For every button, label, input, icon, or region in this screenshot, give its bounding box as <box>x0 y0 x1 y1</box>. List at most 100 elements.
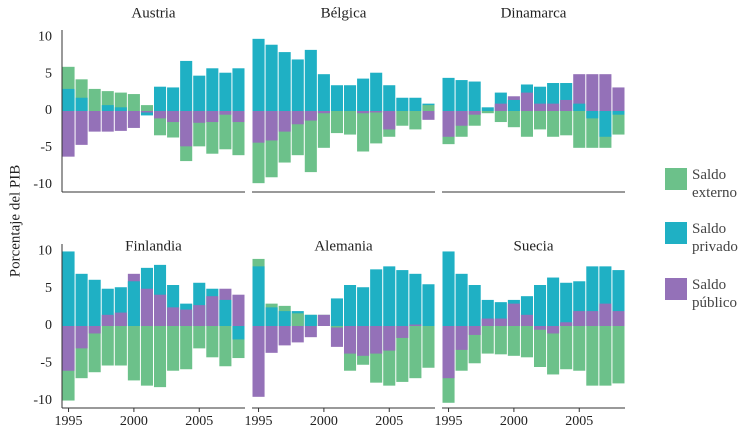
bar <box>127 326 140 381</box>
bar <box>232 326 245 340</box>
bar <box>265 307 278 326</box>
bar <box>599 74 612 111</box>
bar <box>357 111 370 152</box>
y-tick-label: 10 <box>38 244 52 259</box>
bar <box>193 111 206 123</box>
y-tick-label: 5 <box>45 66 52 81</box>
bar <box>481 318 494 326</box>
bar <box>573 311 586 326</box>
bar <box>193 75 206 111</box>
bar <box>252 38 265 111</box>
legend-swatch <box>665 222 687 244</box>
bar <box>140 326 153 386</box>
bar <box>481 111 494 114</box>
bar <box>317 74 330 111</box>
y-tick-label: 0 <box>45 318 52 333</box>
bar <box>304 111 317 173</box>
bar <box>219 326 232 367</box>
bar <box>520 92 533 111</box>
bar <box>75 111 88 145</box>
bar <box>422 284 435 326</box>
bar <box>330 298 343 326</box>
bar <box>612 111 625 135</box>
bar <box>612 111 625 115</box>
bar <box>560 326 573 370</box>
bar <box>507 111 520 128</box>
bar <box>383 111 396 130</box>
bar <box>586 311 599 326</box>
bar <box>154 111 167 119</box>
y-tick-label: -5 <box>40 140 52 155</box>
bar <box>180 60 193 111</box>
bar <box>127 111 140 128</box>
bar <box>278 326 291 346</box>
bar <box>232 294 245 326</box>
bar <box>304 49 317 111</box>
bar <box>317 314 330 326</box>
bar <box>304 111 317 121</box>
bar <box>370 72 383 111</box>
bar <box>265 44 278 111</box>
bar <box>167 307 180 326</box>
y-tick-label: 0 <box>45 103 52 118</box>
bar <box>560 99 573 111</box>
bar <box>507 99 520 111</box>
bar <box>534 326 547 367</box>
bar <box>586 74 599 111</box>
bar <box>127 281 140 326</box>
bar <box>468 81 481 111</box>
bar <box>88 326 101 334</box>
bar <box>101 111 114 132</box>
bar <box>344 285 357 326</box>
bar <box>534 103 547 111</box>
y-tick-label: 10 <box>38 30 52 45</box>
bar <box>180 326 193 370</box>
bar <box>612 311 625 326</box>
bar <box>180 111 193 147</box>
bar <box>88 326 101 373</box>
bar <box>62 251 75 326</box>
x-tick-label: 1995 <box>435 414 463 429</box>
bar <box>520 326 533 358</box>
bar <box>193 305 206 326</box>
bar <box>468 326 481 335</box>
bar <box>317 111 330 148</box>
bar <box>101 105 114 111</box>
bar <box>586 111 599 148</box>
bar <box>75 97 88 111</box>
bar <box>494 103 507 111</box>
bar <box>422 326 435 368</box>
bar <box>75 273 88 326</box>
x-tick-label: 1995 <box>245 414 273 429</box>
x-tick-label: 2005 <box>565 414 593 429</box>
bar <box>304 326 317 338</box>
bar <box>370 111 383 144</box>
bar <box>330 326 343 328</box>
bar <box>265 326 278 353</box>
bar <box>573 103 586 111</box>
bar <box>507 303 520 326</box>
bar <box>291 313 304 326</box>
bar <box>468 111 481 115</box>
bar <box>114 326 127 366</box>
bar <box>219 299 232 326</box>
bar <box>383 326 396 351</box>
bar <box>114 92 127 111</box>
bar <box>101 326 114 366</box>
bar <box>344 111 357 135</box>
bar <box>560 282 573 326</box>
bar <box>534 111 547 130</box>
bar <box>409 111 422 130</box>
bar <box>422 111 435 120</box>
legend-swatch <box>665 168 687 190</box>
panel-title: Suecia <box>514 238 554 254</box>
bar <box>455 273 468 326</box>
x-tick-label: 2000 <box>500 414 528 429</box>
bar <box>154 326 167 388</box>
bar <box>455 80 468 111</box>
bar <box>547 111 560 137</box>
bar <box>442 77 455 111</box>
bar <box>291 111 304 125</box>
bar <box>547 326 560 334</box>
